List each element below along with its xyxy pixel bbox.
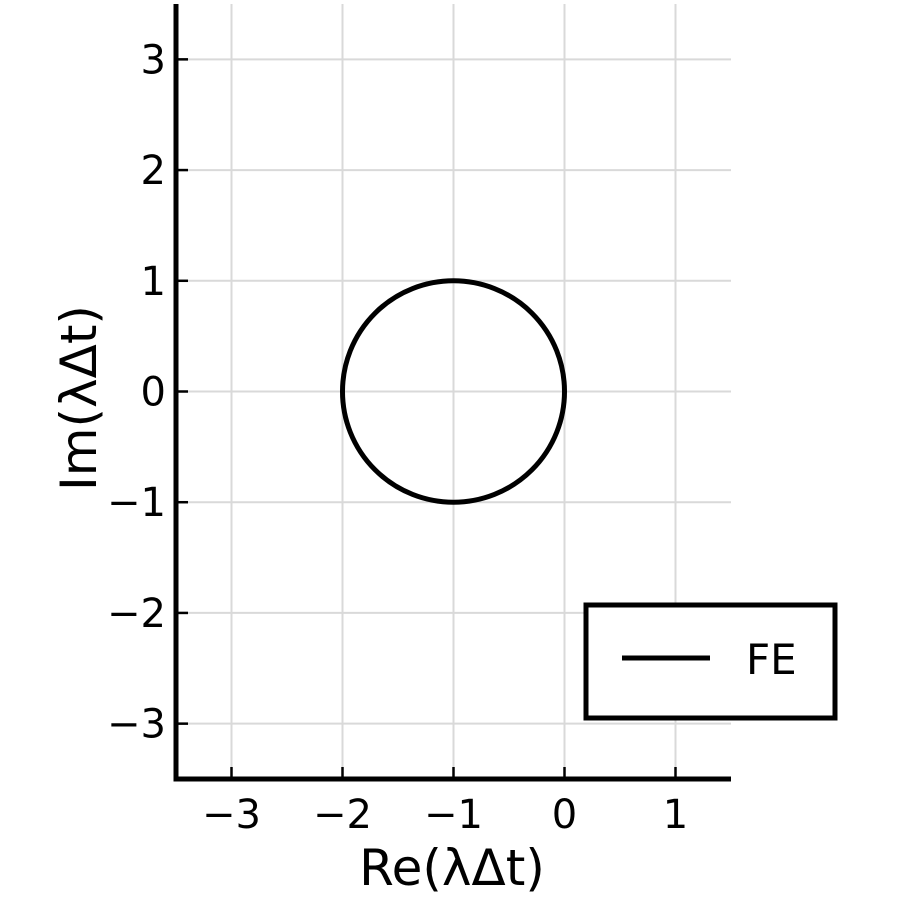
grid xyxy=(176,4,731,779)
y-tick-label: −3 xyxy=(107,702,166,748)
y-tick-label: 1 xyxy=(141,259,166,305)
series-fe-curve xyxy=(340,278,567,505)
legend: FE xyxy=(583,602,838,721)
y-tick-label: 3 xyxy=(141,37,166,83)
x-tick-label: 1 xyxy=(663,792,688,838)
legend-box xyxy=(583,602,838,721)
axis-labels: Re(λΔt) Im(λΔt) xyxy=(50,305,545,897)
legend-label-fe: FE xyxy=(746,635,797,684)
y-axis-label: Im(λΔt) xyxy=(50,305,108,491)
x-tick-label: −3 xyxy=(202,792,261,838)
y-tick-label: 2 xyxy=(141,148,166,194)
series-layer xyxy=(340,278,567,505)
x-tick-label: 0 xyxy=(552,792,577,838)
ticks: −3 −2 −1 0 1 −3 −2 −1 0 1 2 3 xyxy=(107,37,688,838)
y-tick-label: −2 xyxy=(107,591,166,637)
y-tick-label: 0 xyxy=(141,370,166,416)
y-tick-label: −1 xyxy=(107,480,166,526)
x-tick-label: −1 xyxy=(424,792,483,838)
x-tick-label: −2 xyxy=(313,792,372,838)
x-axis-label: Re(λΔt) xyxy=(359,839,545,897)
